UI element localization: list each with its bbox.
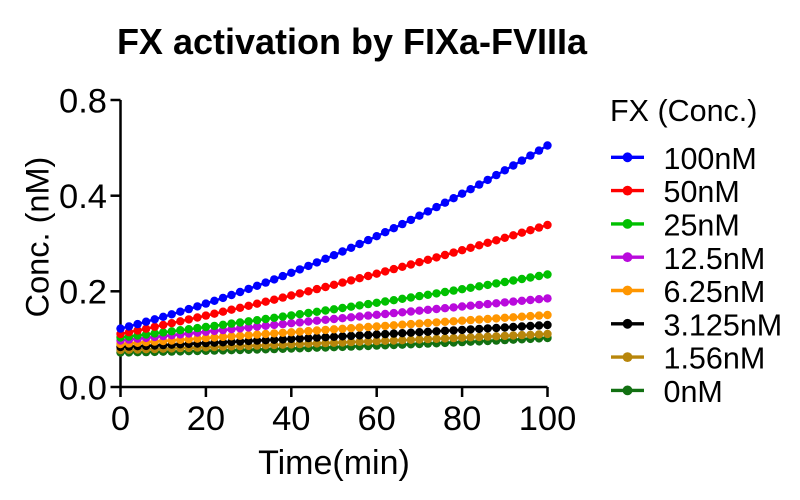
svg-text:80: 80	[443, 400, 481, 438]
svg-text:25nM: 25nM	[664, 209, 740, 243]
svg-text:FX (Conc.): FX (Conc.)	[610, 94, 757, 128]
svg-text:0nM: 0nM	[664, 375, 723, 409]
svg-text:0.0: 0.0	[59, 369, 107, 407]
svg-text:FX activation by FIXa-FVIIIa: FX activation by FIXa-FVIIIa	[117, 21, 588, 62]
svg-text:20: 20	[187, 400, 225, 438]
svg-text:12.5nM: 12.5nM	[664, 242, 766, 276]
svg-text:0.8: 0.8	[59, 82, 107, 120]
svg-text:0: 0	[111, 400, 130, 438]
svg-text:Time(min): Time(min)	[258, 444, 410, 482]
svg-text:0.4: 0.4	[59, 178, 107, 216]
svg-text:1.56nM: 1.56nM	[664, 342, 766, 376]
svg-text:100nM: 100nM	[664, 142, 757, 176]
svg-text:100: 100	[519, 400, 577, 438]
svg-text:3.125nM: 3.125nM	[664, 308, 783, 342]
svg-text:50nM: 50nM	[664, 175, 740, 209]
svg-text:0.2: 0.2	[59, 274, 107, 312]
svg-text:Conc. (nM): Conc. (nM)	[20, 157, 56, 318]
svg-text:6.25nM: 6.25nM	[664, 275, 766, 309]
svg-text:40: 40	[272, 400, 310, 438]
svg-text:60: 60	[358, 400, 396, 438]
